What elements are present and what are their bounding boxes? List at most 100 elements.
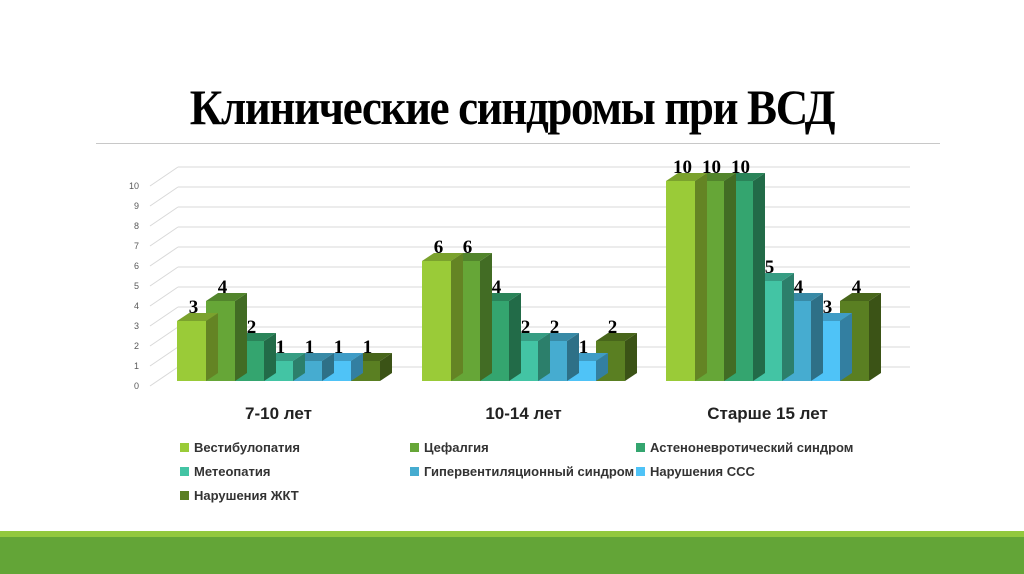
title-divider — [96, 143, 940, 144]
bar-top — [666, 173, 707, 181]
legend-swatch-icon — [180, 491, 189, 500]
data-label: 4 — [218, 277, 228, 298]
legend-label: Вестибулопатия — [194, 440, 301, 455]
gridline-diagonal — [149, 206, 179, 227]
y-axis-tick: 1 — [134, 361, 139, 371]
bar-side — [480, 253, 492, 381]
bar-side — [840, 313, 852, 381]
legend-label: Цефалгия — [424, 440, 489, 455]
bar-side — [695, 173, 707, 381]
x-axis-category-label: 10-14 лет — [485, 404, 561, 423]
legend-swatch-icon — [636, 443, 645, 452]
bar-side — [206, 313, 218, 381]
y-axis-tick: 3 — [134, 321, 139, 331]
y-axis-tick: 2 — [134, 341, 139, 351]
bar-side — [322, 353, 334, 381]
bar-side — [380, 353, 392, 381]
bar-side — [724, 173, 736, 381]
data-label: 4 — [852, 277, 862, 298]
bar-side — [235, 293, 247, 381]
bar-side — [451, 253, 463, 381]
data-label: 10 — [673, 157, 692, 178]
data-label: 3 — [189, 297, 199, 318]
data-label: 3 — [823, 297, 833, 318]
data-label: 4 — [794, 277, 804, 298]
bar — [666, 181, 695, 381]
legend-label: Астеноневротический синдром — [650, 440, 854, 455]
data-label: 1 — [305, 337, 315, 358]
gridline-diagonal — [149, 306, 179, 327]
bar-side — [351, 353, 363, 381]
y-axis-tick: 9 — [134, 201, 139, 211]
bar-top — [840, 293, 881, 301]
data-label: 1 — [276, 337, 286, 358]
legend-item: Астеноневротический синдром — [636, 440, 853, 455]
bar-side — [509, 293, 521, 381]
data-label: 4 — [492, 277, 502, 298]
data-label: 2 — [608, 317, 618, 338]
legend-swatch-icon — [410, 467, 419, 476]
gridline-diagonal — [149, 366, 179, 387]
bar-side — [264, 333, 276, 381]
legend-item: Вестибулопатия — [180, 440, 300, 455]
bar — [422, 261, 451, 381]
y-axis-tick: 10 — [129, 181, 139, 191]
gridline-diagonal — [149, 226, 179, 247]
legend-swatch-icon — [180, 467, 189, 476]
legend-label: Нарушения ССС — [650, 464, 755, 479]
data-label: 6 — [463, 237, 473, 258]
y-axis-tick: 8 — [134, 221, 139, 231]
legend-label: Метеопатия — [194, 464, 271, 479]
gridline-diagonal — [149, 266, 179, 287]
gridline-diagonal — [149, 346, 179, 367]
legend-label: Нарушения ЖКТ — [194, 488, 299, 503]
data-label: 2 — [247, 317, 257, 338]
bar-side — [782, 273, 794, 381]
bar-side — [753, 173, 765, 381]
data-label: 2 — [550, 317, 560, 338]
footer-band-dark — [0, 537, 1024, 574]
data-label: 10 — [702, 157, 721, 178]
data-label: 2 — [521, 317, 531, 338]
legend-item: Нарушения ССС — [636, 464, 755, 479]
legend-swatch-icon — [410, 443, 419, 452]
x-axis-category-label: Старше 15 лет — [707, 404, 828, 423]
bar-top — [596, 333, 637, 341]
bar-side — [538, 333, 550, 381]
y-axis-tick: 5 — [134, 281, 139, 291]
bar-top — [422, 253, 463, 261]
x-axis-category-label: 7-10 лет — [245, 404, 312, 423]
gridline-diagonal — [149, 326, 179, 347]
bar-side — [596, 353, 608, 381]
bar — [177, 321, 206, 381]
bar-side — [293, 353, 305, 381]
bar-top — [177, 313, 218, 321]
legend-item: Нарушения ЖКТ — [180, 488, 299, 503]
footer-band-light — [0, 531, 1024, 537]
bar-top — [206, 293, 247, 301]
bar-side — [869, 293, 881, 381]
y-axis-tick: 0 — [134, 381, 139, 391]
data-label: 1 — [363, 337, 373, 358]
data-label: 6 — [434, 237, 444, 258]
gridline-diagonal — [149, 186, 179, 207]
data-label: 1 — [334, 337, 344, 358]
gridline-diagonal — [149, 286, 179, 307]
legend-item: Цефалгия — [410, 440, 489, 455]
legend-item: Метеопатия — [180, 464, 270, 479]
legend-item: Гипервентиляционный синдром — [410, 464, 634, 479]
legend-swatch-icon — [180, 443, 189, 452]
bar-side — [567, 333, 579, 381]
data-label: 10 — [731, 157, 750, 178]
y-axis-tick: 7 — [134, 241, 139, 251]
gridline-diagonal — [149, 246, 179, 267]
legend-label: Гипервентиляционный синдром — [424, 464, 635, 479]
legend-swatch-icon — [636, 467, 645, 476]
gridline-diagonal — [149, 166, 179, 187]
y-axis-tick: 6 — [134, 261, 139, 271]
data-label: 5 — [765, 257, 775, 278]
